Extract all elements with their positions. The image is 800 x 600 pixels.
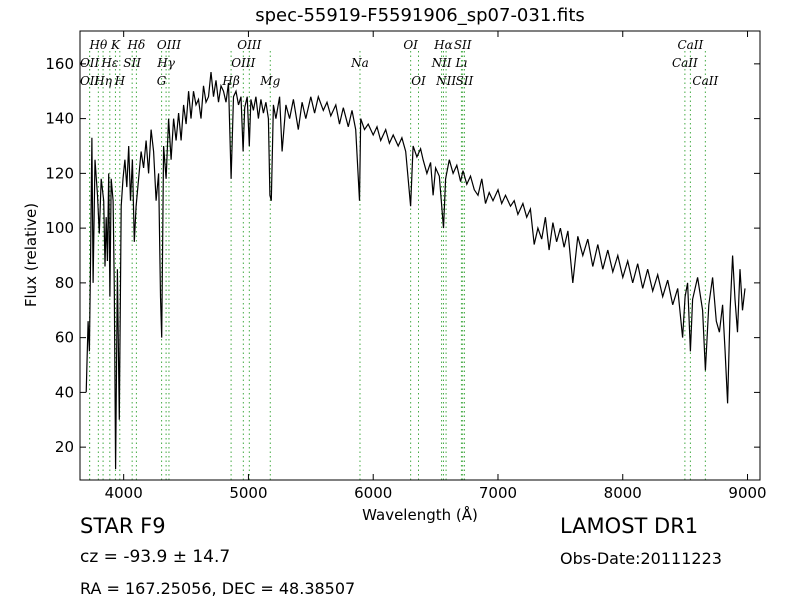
axis-ticks: 4000 5000 6000 7000 8000 9000 20 40 60 80 100 120 14… [45, 31, 767, 502]
x-tick-label: 4000 [105, 484, 143, 502]
spectral-line-label: OIII [231, 56, 255, 70]
redshift-cz: cz = -93.9 ± 14.7 [80, 547, 231, 567]
y-tick-label: 120 [45, 164, 74, 182]
object-class: STAR F9 [80, 514, 166, 538]
y-tick-label: 40 [55, 383, 74, 401]
coordinates: RA = 167.25056, DEC = 48.38507 [80, 579, 356, 598]
spectral-line-label: OIII [157, 38, 181, 52]
y-tick-label: 140 [45, 110, 74, 128]
y-tick-label: 20 [55, 438, 74, 456]
spectrum-series-line [85, 72, 746, 470]
x-axis-label: Wavelength (Å) [362, 506, 478, 524]
spectral-line-label: NII [431, 56, 452, 70]
y-tick-label: 100 [45, 219, 74, 237]
spectral-line-label: NII [435, 74, 456, 88]
spectral-line-label: Hδ [127, 38, 146, 52]
spectral-line-markers [89, 51, 706, 480]
y-axis-label: Flux (relative) [22, 202, 40, 308]
spectral-line-label: OII [80, 74, 100, 88]
chart-title: spec-55919-F5591906_sp07-031.fits [255, 5, 585, 26]
spectral-line-label: OII [80, 56, 100, 70]
y-tick-label: 60 [55, 329, 74, 347]
spectral-line-label: Hε [100, 56, 118, 70]
x-tick-label: 5000 [229, 484, 267, 502]
spectral-line-label: OI [403, 38, 418, 52]
x-tick-label: 7000 [479, 484, 517, 502]
spectral-line-label: Hβ [221, 74, 239, 88]
survey-name: LAMOST DR1 [560, 514, 699, 538]
plot-frame [79, 30, 761, 481]
spectral-line-label: G [157, 74, 167, 88]
spectral-line-label: Hθ [88, 38, 107, 52]
spectral-line-label: SII [456, 74, 474, 88]
x-tick-label: 9000 [728, 484, 766, 502]
x-tick-label: 8000 [604, 484, 642, 502]
y-tick-label: 160 [45, 55, 74, 73]
spectral-line-label: CaII [672, 56, 698, 70]
spectral-line-label: OI [411, 74, 426, 88]
spectral-line-label: SII [454, 38, 472, 52]
spectral-line-label: CaII [692, 74, 718, 88]
x-tick-label: 6000 [354, 484, 392, 502]
spectral-line-label: OIII [237, 38, 261, 52]
y-tick-label: 80 [55, 274, 74, 292]
spectral-line-label: Hγ [156, 56, 175, 70]
observation-date: Obs-Date:20111223 [560, 549, 722, 568]
spectral-line-label: Hη [93, 74, 112, 88]
spectral-line-label: Lı [455, 56, 468, 70]
spectral-line-label: SII [123, 56, 141, 70]
spectral-line-label: K [110, 38, 121, 52]
spectral-line-label: CaII [677, 38, 703, 52]
spectral-line-label: Hα [433, 38, 453, 52]
spectral-line-label: H [114, 74, 126, 88]
spectral-line-label: Na [350, 56, 369, 70]
spectral-line-label: Mg [259, 74, 280, 88]
